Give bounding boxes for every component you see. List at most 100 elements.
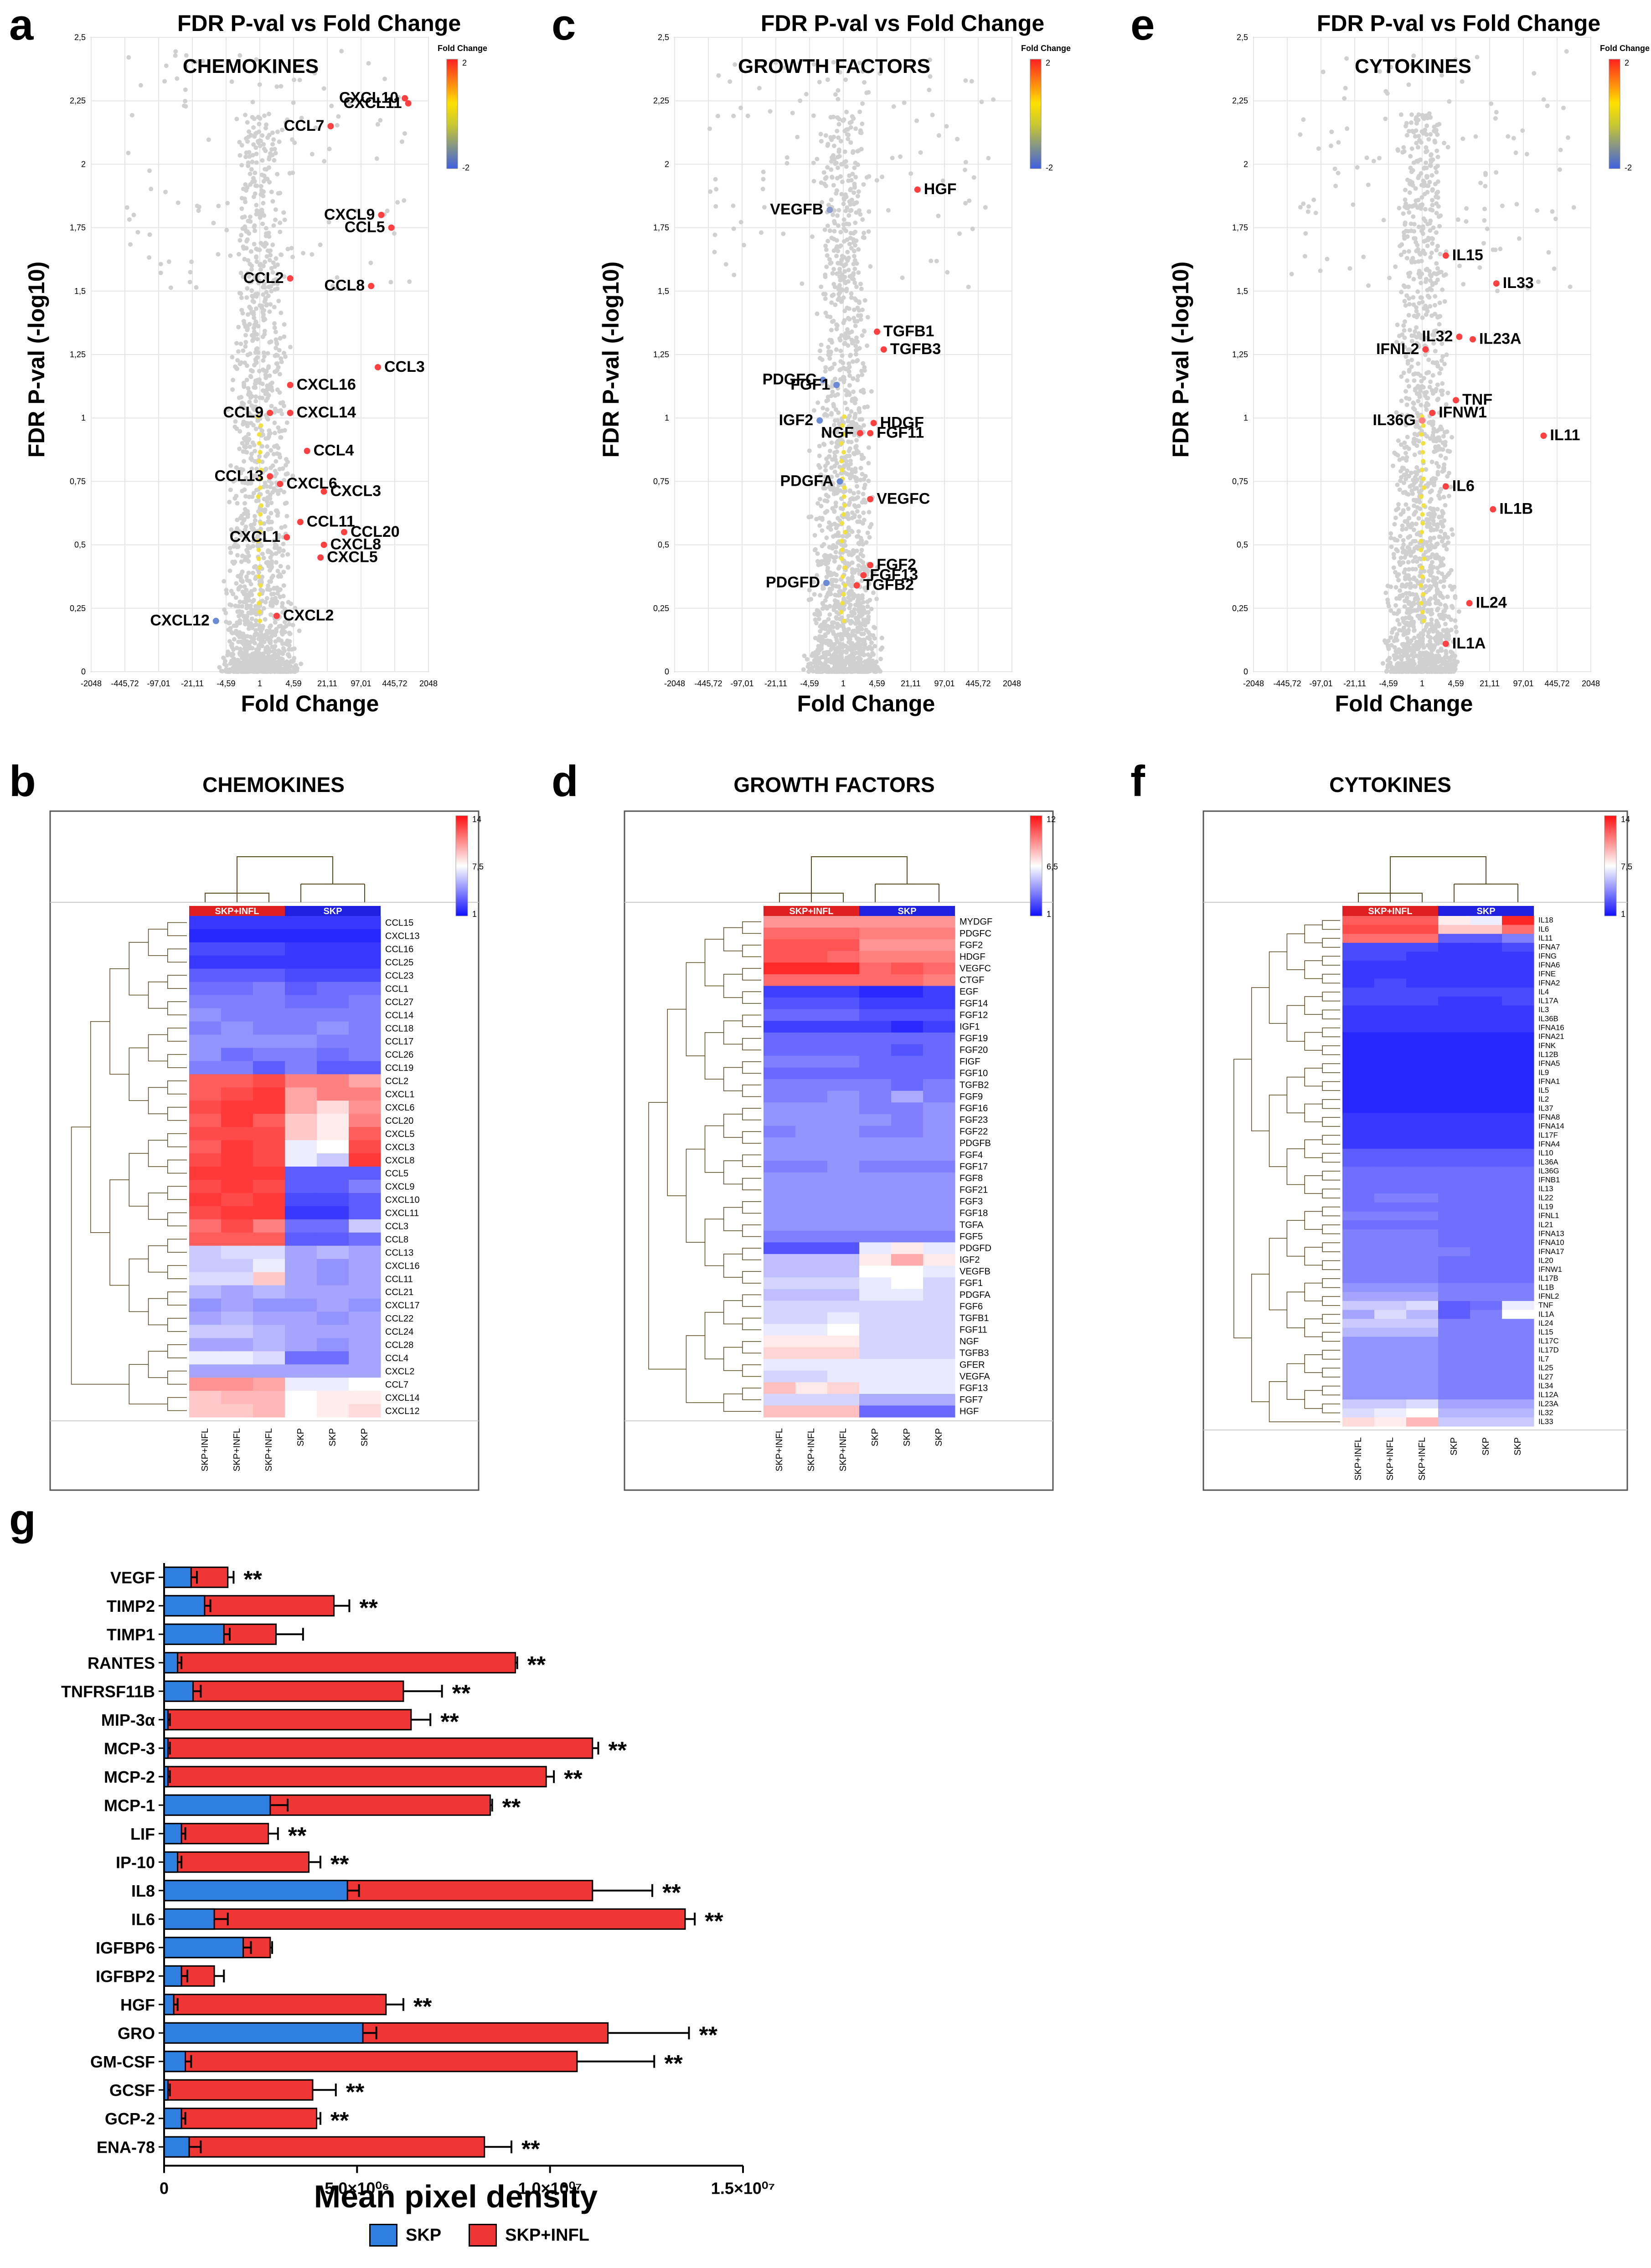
background-gene-point — [275, 129, 280, 134]
background-gene-point — [280, 466, 285, 471]
background-gene-point — [817, 473, 822, 478]
background-gene-point — [227, 568, 232, 573]
background-gene-point — [846, 439, 851, 444]
background-gene-point — [254, 466, 259, 471]
legend-title: Fold Change — [438, 44, 487, 53]
background-gene-point — [1443, 503, 1448, 508]
neutral-gene-point — [841, 512, 846, 517]
neutral-gene-point — [843, 530, 848, 535]
background-gene-point — [861, 182, 866, 187]
background-gene-point — [928, 74, 933, 79]
background-gene-point — [183, 87, 188, 92]
background-gene-point — [259, 428, 264, 433]
background-gene-point — [1401, 466, 1406, 471]
background-gene-point — [862, 623, 867, 628]
background-gene-point — [232, 424, 237, 429]
background-gene-point — [836, 645, 841, 650]
background-gene-point — [225, 201, 230, 206]
background-gene-point — [845, 132, 850, 137]
background-gene-point — [773, 60, 778, 65]
background-gene-point — [713, 204, 718, 209]
background-gene-point — [857, 61, 862, 66]
background-gene-point — [1417, 605, 1422, 610]
background-gene-point — [1419, 295, 1424, 300]
background-gene-point — [1412, 627, 1417, 633]
background-gene-point — [1432, 545, 1437, 550]
background-gene-point — [247, 622, 252, 627]
background-gene-point — [1406, 474, 1411, 479]
background-gene-point — [826, 352, 831, 357]
background-gene-point — [1432, 312, 1437, 317]
background-gene-point — [829, 660, 834, 665]
gene-label: CCL4 — [314, 442, 354, 459]
background-gene-point — [865, 315, 870, 320]
background-gene-point — [277, 488, 282, 493]
background-gene-point — [830, 389, 835, 394]
background-gene-point — [1414, 325, 1419, 330]
background-gene-point — [258, 669, 263, 674]
background-gene-point — [1428, 304, 1433, 309]
background-gene-point — [839, 455, 844, 460]
background-gene-point — [272, 158, 277, 163]
background-gene-point — [936, 213, 941, 218]
background-gene-point — [842, 275, 847, 280]
background-gene-point — [286, 665, 291, 670]
background-gene-point — [241, 348, 246, 353]
background-gene-point — [241, 381, 246, 386]
background-gene-point — [284, 420, 289, 425]
background-gene-point — [1402, 604, 1407, 609]
background-gene-point — [815, 612, 820, 617]
panel-letter-a: a — [9, 0, 34, 49]
background-gene-point — [825, 223, 830, 228]
background-gene-point — [1420, 224, 1425, 229]
background-gene-point — [853, 160, 858, 165]
x-tick-label: -4,59 — [217, 679, 235, 688]
background-gene-point — [1380, 661, 1385, 666]
background-gene-point — [826, 345, 831, 350]
background-gene-point — [1428, 255, 1433, 260]
volcano-plot: -2048 -445,72 -97,01 -21,11 -4,59 1 4,59 21,11 9… — [1232, 33, 1650, 688]
background-gene-point — [846, 137, 851, 142]
background-gene-point — [164, 63, 169, 68]
neutral-gene-point — [258, 423, 263, 428]
background-gene-point — [829, 465, 834, 470]
background-gene-point — [1413, 555, 1418, 560]
background-gene-point — [252, 442, 257, 447]
gene-label: PDGFD — [766, 574, 820, 591]
background-gene-point — [280, 400, 285, 405]
background-gene-point — [780, 207, 785, 212]
background-gene-point — [846, 502, 851, 507]
background-gene-point — [173, 53, 178, 58]
background-gene-point — [1445, 391, 1450, 396]
background-gene-point — [273, 633, 278, 638]
background-gene-point — [819, 561, 824, 566]
background-gene-point — [821, 486, 826, 491]
background-gene-point — [246, 432, 251, 437]
neutral-gene-point — [256, 556, 261, 561]
background-gene-point — [241, 422, 246, 427]
background-gene-point — [820, 528, 825, 533]
background-gene-point — [870, 651, 875, 656]
background-gene-point — [855, 339, 860, 344]
background-gene-point — [1412, 635, 1417, 640]
background-gene-point — [840, 534, 845, 539]
neutral-gene-point — [257, 610, 262, 615]
background-gene-point — [865, 343, 870, 348]
background-gene-point — [250, 293, 255, 298]
background-gene-point — [823, 365, 828, 370]
background-gene-point — [835, 392, 840, 397]
background-gene-point — [1414, 608, 1419, 613]
background-gene-point — [224, 587, 229, 592]
background-gene-point — [1423, 279, 1428, 284]
neutral-gene-point — [258, 530, 263, 535]
background-gene-point — [869, 522, 874, 527]
y-tick-label: 1 — [1243, 413, 1248, 422]
background-gene-point — [270, 552, 275, 557]
background-gene-point — [847, 317, 852, 322]
background-gene-point — [861, 510, 866, 515]
background-gene-point — [272, 70, 277, 75]
background-gene-point — [827, 638, 832, 643]
background-gene-point — [852, 513, 857, 518]
background-gene-point — [858, 652, 863, 657]
background-gene-point — [131, 212, 136, 217]
